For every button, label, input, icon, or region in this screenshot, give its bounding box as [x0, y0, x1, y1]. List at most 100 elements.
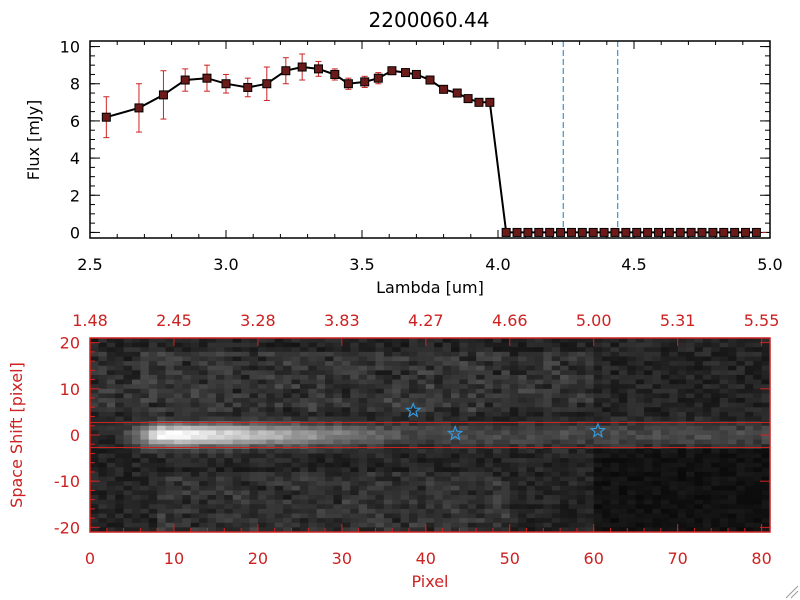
heatmap-cell [316, 485, 326, 491]
star-marker-icon [446, 424, 464, 441]
heatmap-cell [677, 499, 687, 505]
heatmap-cell [728, 490, 737, 496]
heatmap-cell [585, 471, 595, 477]
heatmap-cell [190, 361, 200, 367]
heatmap-cell [157, 338, 166, 344]
heatmap-cell [350, 518, 360, 524]
heatmap-cell [257, 527, 267, 533]
heatmap-cell [291, 462, 301, 468]
heatmap-cell [358, 342, 368, 348]
heatmap-cell [509, 462, 519, 468]
heatmap-cell [283, 393, 292, 399]
heatmap-cell [316, 471, 326, 477]
heatmap-cell [576, 365, 586, 371]
heatmap-cell [711, 421, 721, 427]
heatmap-cell [224, 458, 234, 464]
heatmap-cell [358, 351, 368, 357]
heatmap-cell [618, 347, 628, 353]
heatmap-cell [249, 407, 259, 413]
heatmap-cell [224, 518, 234, 524]
heatmap-cell [610, 439, 620, 445]
heatmap-cell [140, 485, 150, 491]
heatmap-cell [299, 425, 309, 431]
heatmap-cell [165, 402, 175, 408]
heatmap-cell [341, 421, 351, 427]
heatmap-cell [728, 393, 737, 399]
heatmap-cell [417, 522, 427, 528]
heatmap-cell [442, 411, 452, 417]
resize-grip-icon[interactable] [785, 585, 799, 599]
heatmap-cell [207, 398, 217, 404]
heatmap-cell [736, 439, 746, 445]
heatmap-cell [534, 462, 544, 468]
heatmap-cell [299, 462, 309, 468]
heatmap-cell [325, 481, 334, 487]
heatmap-cell [274, 356, 284, 362]
heatmap-cell [669, 411, 679, 417]
heatmap-cell [593, 513, 603, 519]
heatmap-cell [467, 388, 477, 394]
heatmap-cell [518, 374, 527, 380]
heatmap-cell [610, 513, 620, 519]
heatmap-cell [291, 365, 301, 371]
heatmap-cell [526, 490, 536, 496]
heatmap-cell [736, 485, 746, 491]
heatmap-cell [224, 467, 234, 473]
heatmap-cell [115, 453, 124, 459]
heatmap-cell [190, 411, 200, 417]
heatmap-cell [207, 527, 217, 533]
heatmap-cell [199, 444, 208, 450]
heatmap-cell [543, 393, 553, 399]
heatmap-cell [753, 453, 763, 459]
heatmap-cell [702, 508, 712, 514]
heatmap-cell [560, 338, 569, 344]
heatmap-cell [283, 522, 292, 528]
heatmap-cell [157, 448, 166, 454]
heatmap-cell [274, 370, 284, 376]
heatmap-cell [719, 518, 729, 524]
heatmap-cell [283, 398, 292, 404]
heatmap-cell [425, 393, 435, 399]
heatmap-cell [409, 444, 418, 450]
heatmap-cell [543, 448, 553, 454]
heatmap-cell [148, 421, 158, 427]
heatmap-cell [90, 476, 99, 482]
heatmap-cell [526, 421, 536, 427]
heatmap-cell [602, 351, 611, 357]
heatmap-cell [492, 425, 502, 431]
heatmap-cell [90, 527, 99, 533]
heatmap-cell [325, 485, 334, 491]
heatmap-cell [341, 513, 351, 519]
heatmap-cell [450, 388, 460, 394]
heatmap-cell [753, 416, 763, 422]
heatmap-cell [207, 342, 217, 348]
heatmap-cell [694, 365, 704, 371]
heatmap-cell [585, 513, 595, 519]
heatmap-cell [215, 421, 225, 427]
heatmap-cell [283, 453, 292, 459]
heatmap-cell [450, 407, 460, 413]
heatmap-cell [316, 508, 326, 514]
heatmap-cell [241, 458, 250, 464]
heatmap-cell [232, 398, 242, 404]
heatmap-cell [736, 508, 746, 514]
heatmap-cell [534, 522, 544, 528]
heatmap-cell [266, 508, 276, 514]
heatmap-cell [207, 347, 217, 353]
heatmap-cell [560, 439, 569, 445]
heatmap-cell [182, 527, 192, 533]
heatmap-cell [123, 351, 133, 357]
heatmap-cell [190, 485, 200, 491]
heatmap-cell [761, 504, 771, 510]
heatmap-cell [736, 453, 746, 459]
heatmap-cell [215, 476, 225, 482]
heatmap-cell [576, 425, 586, 431]
heatmap-cell [417, 356, 427, 362]
heatmap-cell [215, 453, 225, 459]
heatmap-cell [467, 476, 477, 482]
heatmap-cell [358, 411, 368, 417]
heatmap-cell [736, 365, 746, 371]
heatmap-cell [417, 425, 427, 431]
heatmap-cell [358, 522, 368, 528]
